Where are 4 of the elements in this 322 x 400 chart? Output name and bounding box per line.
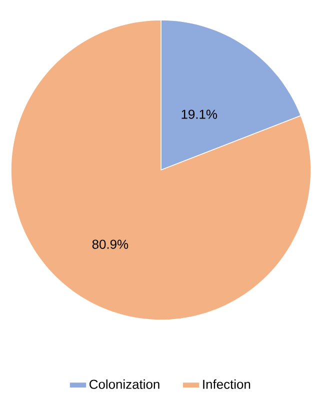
- legend-label: Infection: [203, 379, 250, 389]
- data-label: 80.9%: [92, 240, 128, 249]
- data-label: 19.1%: [182, 110, 218, 119]
- legend-label: Colonization: [90, 379, 160, 389]
